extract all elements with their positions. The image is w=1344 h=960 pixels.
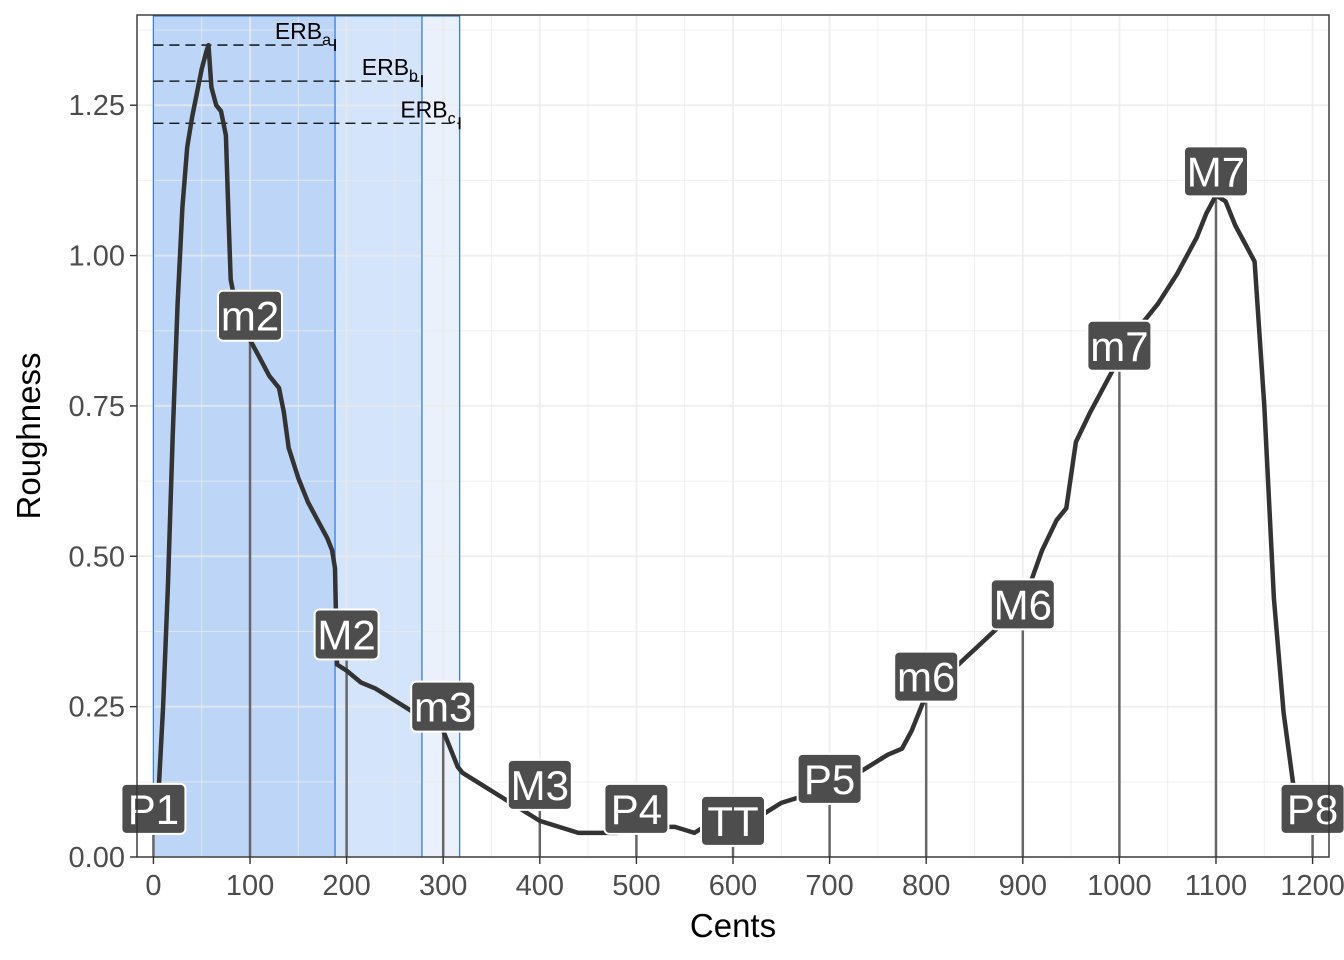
interval-label-box-m7: [1086, 319, 1153, 372]
y-axis-title: Roughness: [10, 353, 47, 520]
interval-label-P8: P8: [1287, 786, 1338, 833]
interval-label-box-m2: [217, 289, 284, 342]
erb-bands: [153, 15, 460, 857]
x-tick-label: 100: [226, 870, 274, 902]
y-tick-label: 1.00: [69, 241, 125, 273]
interval-label-M3: M3: [511, 762, 569, 809]
interval-label-P1: P1: [128, 786, 179, 833]
x-axis-ticks: 0 100 200 300 400 500 600 700 800 900 1000 1100 1200: [145, 857, 1344, 902]
y-tick-label: 0.75: [69, 391, 125, 423]
interval-label-m2: m2: [221, 293, 279, 340]
y-axis-ticks: 0.00 0.25 0.50 0.75 1.00 1.25: [69, 90, 137, 874]
roughness-line: [151, 42, 1315, 836]
interval-label-box-m3: [410, 680, 477, 733]
x-tick-label: 900: [999, 870, 1047, 902]
interval-label-P4: P4: [611, 786, 662, 833]
y-tick-label: 0.25: [69, 692, 125, 724]
interval-label-box-M6: [989, 578, 1056, 631]
x-tick-label: 200: [322, 870, 370, 902]
x-axis-title: Cents: [690, 907, 776, 944]
erb-label-c: ERBc: [400, 96, 455, 127]
erb-band-a: [153, 15, 336, 857]
interval-label-box-TT: [700, 794, 766, 847]
x-tick-label: 400: [516, 870, 564, 902]
interval-label-m7: m7: [1090, 323, 1148, 370]
interval-label-M2: M2: [317, 611, 375, 658]
interval-label-M7: M7: [1187, 148, 1245, 195]
x-tick-label: 300: [419, 870, 467, 902]
erb-label-a: ERBa: [275, 18, 331, 49]
interval-label-box-P4: [603, 782, 670, 835]
y-tick-label: 0.50: [69, 541, 125, 573]
x-tick-label: 800: [902, 870, 950, 902]
x-tick-label: 1200: [1280, 870, 1344, 902]
interval-label-m3: m3: [414, 684, 472, 731]
x-tick-label: 1000: [1087, 870, 1152, 902]
x-tick-label: 700: [805, 870, 853, 902]
interval-label-P5: P5: [804, 756, 855, 803]
x-tick-label: 500: [612, 870, 660, 902]
x-tick-label: 1100: [1185, 870, 1247, 902]
interval-label-box-M2: [313, 608, 380, 661]
erb-label-b: ERBb: [362, 54, 418, 85]
x-tick-label: 600: [709, 870, 757, 902]
interval-label-box-P5: [796, 752, 863, 805]
y-tick-label: 0.00: [69, 842, 125, 874]
interval-label-m6: m6: [897, 654, 955, 701]
interval-label-box-M3: [506, 758, 573, 811]
interval-label-box-M7: [1182, 145, 1249, 198]
interval-label-box-P8: [1279, 782, 1344, 835]
interval-label-TT: TT: [707, 798, 758, 845]
x-tick-label: 0: [145, 870, 161, 902]
interval-label-box-m6: [893, 650, 960, 703]
erb-dashed-lines: ERBa ERBb ERBc: [153, 18, 461, 130]
interval-label-M6: M6: [994, 581, 1052, 628]
y-tick-label: 1.25: [69, 90, 125, 122]
